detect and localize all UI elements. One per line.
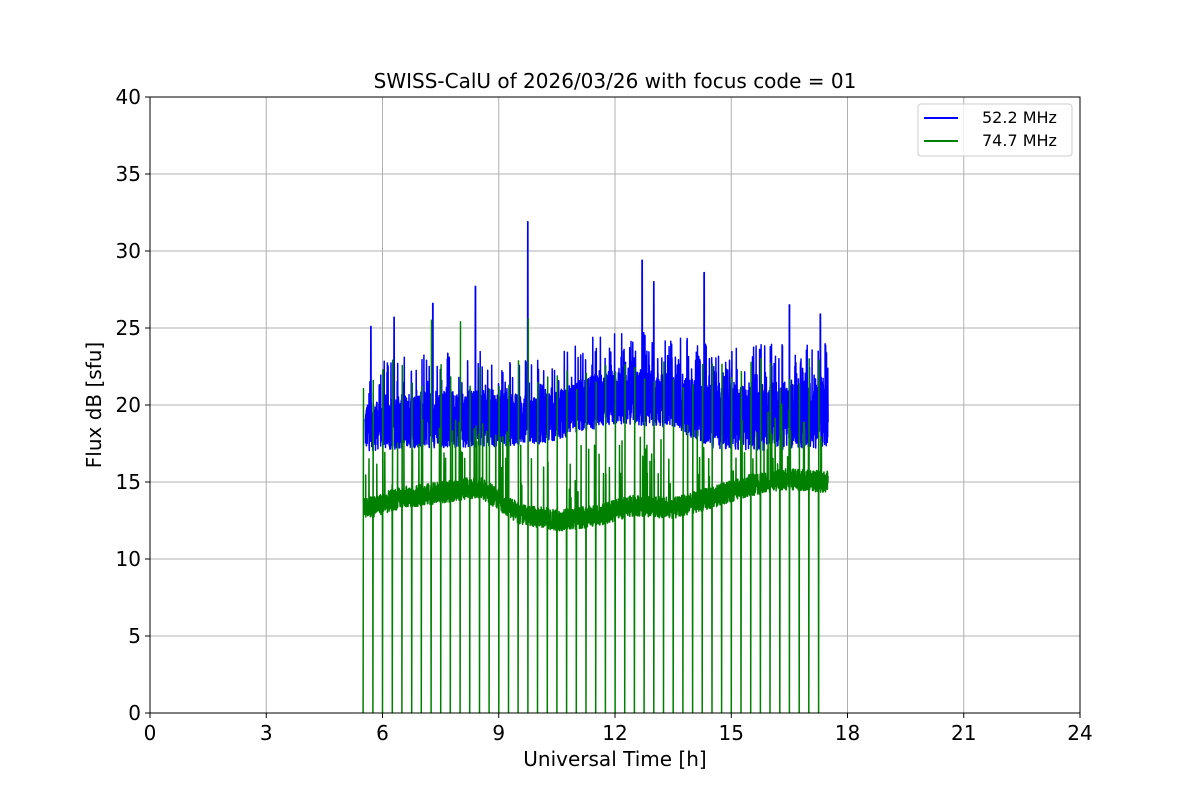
x-tick-label: 3 [260,721,273,745]
y-tick-label: 15 [116,470,141,494]
x-tick-label: 12 [602,721,627,745]
x-axis-label: Universal Time [h] [523,747,706,771]
x-tick-label: 0 [144,721,157,745]
x-tick-label: 24 [1067,721,1092,745]
y-axis-label: Flux dB [sfu] [82,342,106,468]
x-tick-label: 21 [951,721,976,745]
axis-ticks: 0 3 6 9 12 15 18 21 24 0 5 10 15 20 25 30 35 40 [116,85,1093,745]
y-tick-label: 40 [116,85,141,109]
series-layer [362,220,829,713]
x-tick-label: 6 [376,721,389,745]
legend: 52.2 MHz 74.7 MHz [917,103,1073,157]
x-tick-label: 18 [835,721,860,745]
y-tick-label: 20 [116,393,141,417]
y-tick-label: 25 [116,316,141,340]
legend-label-52-mhz: 52.2 MHz [982,108,1057,127]
y-tick-label: 30 [116,239,141,263]
y-tick-label: 35 [116,162,141,186]
x-tick-label: 15 [719,721,744,745]
x-tick-label: 9 [492,721,505,745]
y-tick-label: 5 [128,624,141,648]
chart-title: SWISS-CalU of 2026/03/26 with focus code… [374,69,857,93]
legend-label-74-mhz: 74.7 MHz [982,131,1057,150]
series-line-74-mhz [362,318,829,713]
y-tick-label: 10 [116,547,141,571]
y-tick-label: 0 [128,701,141,725]
